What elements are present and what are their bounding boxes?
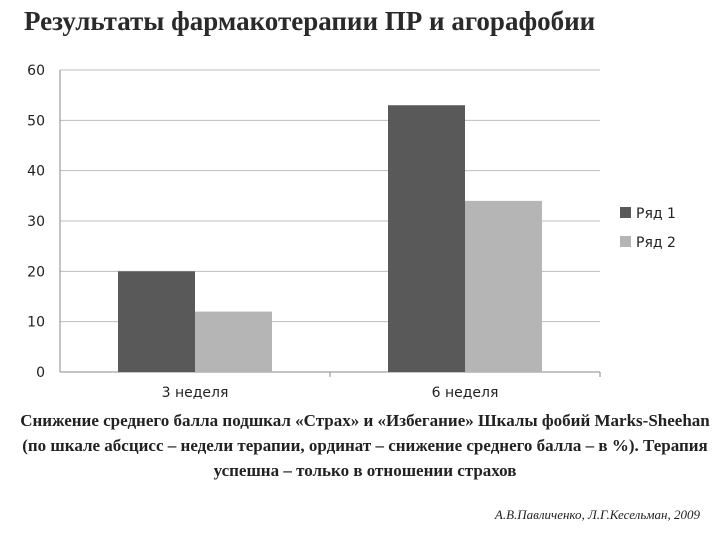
bar-2-2 bbox=[465, 200, 542, 372]
x-tick-label: 3 неделя bbox=[162, 385, 229, 400]
y-tick-label: 30 bbox=[27, 214, 45, 230]
chart-caption: Снижение среднего балла подшкал «Страх» … bbox=[20, 411, 710, 480]
legend-label-2: Ряд 2 bbox=[636, 235, 676, 251]
author-credit: А.В.Павличенко, Л.Г.Кесельман, 2009 bbox=[494, 507, 700, 522]
bar-chart: 0 10 20 30 40 50 60 3 неделя 6 неделя Ряд 1 Ряд 2 bbox=[27, 63, 676, 400]
y-tick-label: 20 bbox=[27, 264, 45, 280]
y-tick-label: 50 bbox=[27, 113, 45, 129]
bar-1-1 bbox=[118, 271, 195, 372]
page-title: Результаты фармакотерапии ПР и агорафоби… bbox=[24, 6, 596, 36]
bar-2-1 bbox=[195, 311, 272, 372]
y-tick-label: 0 bbox=[36, 365, 45, 381]
x-tick-label: 6 неделя bbox=[432, 385, 499, 400]
legend-swatch-2 bbox=[620, 236, 631, 247]
legend-label-1: Ряд 1 bbox=[636, 206, 676, 222]
y-tick-label: 10 bbox=[27, 315, 45, 331]
legend-swatch-1 bbox=[620, 207, 631, 218]
bar-1-2 bbox=[388, 105, 465, 372]
y-tick-label: 60 bbox=[27, 63, 45, 79]
y-tick-label: 40 bbox=[27, 164, 45, 180]
